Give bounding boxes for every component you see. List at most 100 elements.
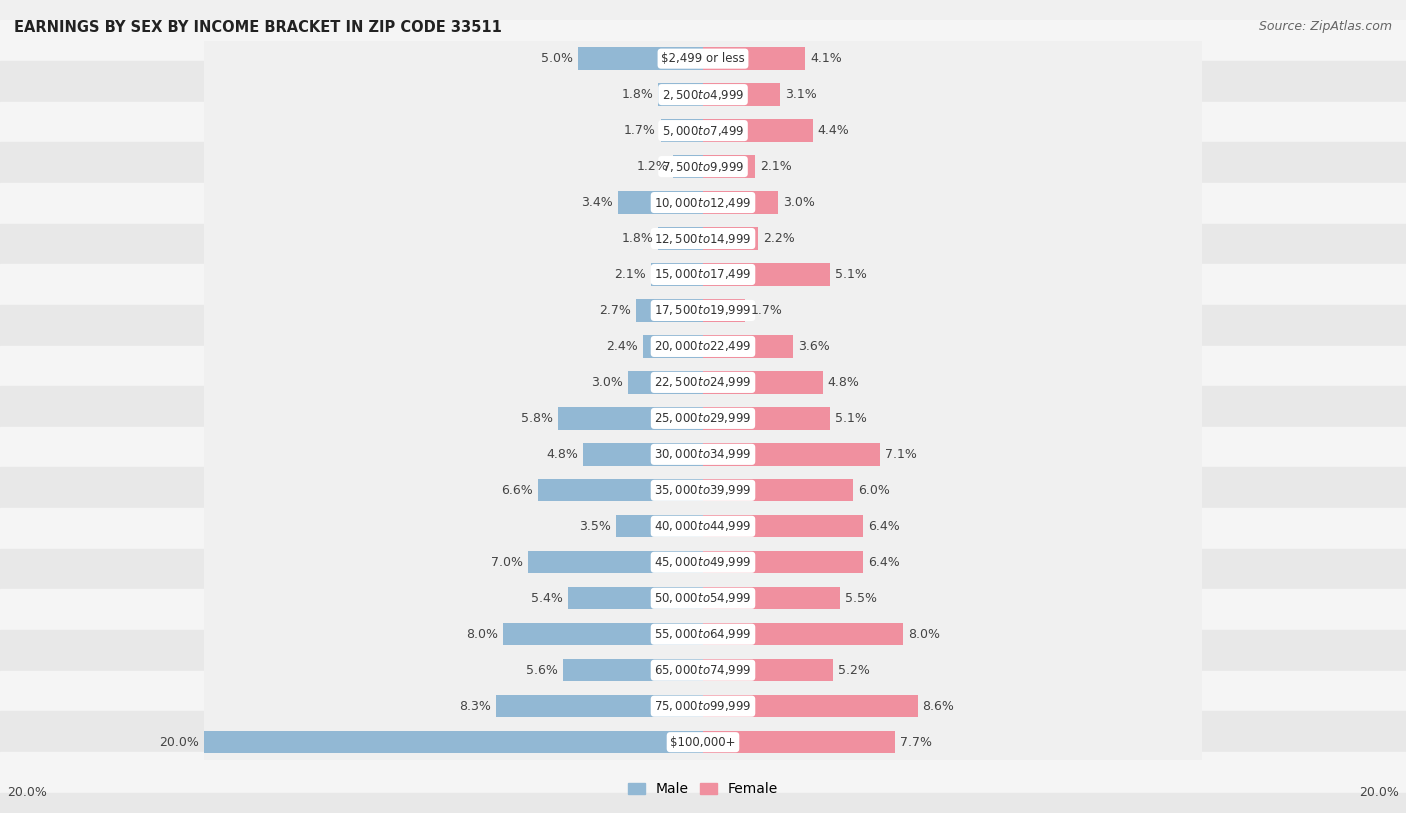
Text: $22,500 to $24,999: $22,500 to $24,999 <box>654 376 752 389</box>
Bar <box>564 659 703 681</box>
Bar <box>703 515 863 537</box>
Bar <box>703 695 918 717</box>
Text: $100,000+: $100,000+ <box>671 736 735 749</box>
Bar <box>703 372 823 393</box>
Bar <box>703 120 813 141</box>
Bar <box>703 731 896 754</box>
Bar <box>658 228 703 250</box>
Text: 1.7%: 1.7% <box>624 124 655 137</box>
Text: $55,000 to $64,999: $55,000 to $64,999 <box>654 628 752 641</box>
Text: $15,000 to $17,499: $15,000 to $17,499 <box>654 267 752 281</box>
Text: 3.0%: 3.0% <box>783 196 814 209</box>
Text: $75,000 to $99,999: $75,000 to $99,999 <box>654 699 752 713</box>
Text: 6.4%: 6.4% <box>868 520 900 533</box>
Bar <box>703 299 745 322</box>
Text: 3.0%: 3.0% <box>592 376 623 389</box>
Bar <box>661 120 703 141</box>
Text: 8.0%: 8.0% <box>908 628 939 641</box>
Text: 4.8%: 4.8% <box>547 448 578 461</box>
Text: 3.6%: 3.6% <box>797 340 830 353</box>
Text: 2.7%: 2.7% <box>599 304 631 317</box>
Text: 5.4%: 5.4% <box>531 592 564 605</box>
Text: $35,000 to $39,999: $35,000 to $39,999 <box>654 484 752 498</box>
Bar <box>703 191 778 214</box>
Bar <box>703 407 831 429</box>
Text: $7,500 to $9,999: $7,500 to $9,999 <box>662 159 744 173</box>
Text: 2.2%: 2.2% <box>763 232 794 245</box>
Bar <box>703 47 806 70</box>
Bar <box>558 407 703 429</box>
Bar <box>636 299 703 322</box>
Text: 5.2%: 5.2% <box>838 663 870 676</box>
Bar <box>628 372 703 393</box>
Text: 4.1%: 4.1% <box>810 52 842 65</box>
Text: $20,000 to $22,499: $20,000 to $22,499 <box>654 340 752 354</box>
Legend: Male, Female: Male, Female <box>623 777 783 802</box>
Text: $2,500 to $4,999: $2,500 to $4,999 <box>662 88 744 102</box>
Text: 1.2%: 1.2% <box>637 160 668 173</box>
Text: $65,000 to $74,999: $65,000 to $74,999 <box>654 663 752 677</box>
Bar <box>616 515 703 537</box>
Text: 5.1%: 5.1% <box>835 412 868 425</box>
Text: 7.1%: 7.1% <box>886 448 917 461</box>
Text: $45,000 to $49,999: $45,000 to $49,999 <box>654 555 752 569</box>
Text: 5.1%: 5.1% <box>835 268 868 281</box>
Text: $25,000 to $29,999: $25,000 to $29,999 <box>654 411 752 425</box>
Text: $12,500 to $14,999: $12,500 to $14,999 <box>654 232 752 246</box>
Text: 2.4%: 2.4% <box>606 340 638 353</box>
Bar <box>703 335 793 358</box>
Bar <box>619 191 703 214</box>
Bar <box>703 84 780 106</box>
Text: $10,000 to $12,499: $10,000 to $12,499 <box>654 196 752 210</box>
Text: 4.8%: 4.8% <box>828 376 859 389</box>
Bar <box>651 263 703 285</box>
Bar <box>673 155 703 178</box>
Text: 2.1%: 2.1% <box>761 160 792 173</box>
Bar <box>703 228 758 250</box>
Bar <box>658 84 703 106</box>
Bar <box>703 659 832 681</box>
Text: 5.8%: 5.8% <box>522 412 554 425</box>
Text: 5.6%: 5.6% <box>526 663 558 676</box>
Bar <box>529 551 703 573</box>
Text: $40,000 to $44,999: $40,000 to $44,999 <box>654 520 752 533</box>
Bar <box>703 551 863 573</box>
Bar <box>643 335 703 358</box>
Bar <box>703 443 880 466</box>
Bar <box>703 263 831 285</box>
Bar <box>583 443 703 466</box>
Text: 6.4%: 6.4% <box>868 556 900 569</box>
Text: 20.0%: 20.0% <box>7 786 46 799</box>
Text: $2,499 or less: $2,499 or less <box>661 52 745 65</box>
Bar <box>703 479 852 502</box>
Bar <box>496 695 703 717</box>
Text: 8.3%: 8.3% <box>458 700 491 713</box>
Text: 4.4%: 4.4% <box>818 124 849 137</box>
Text: $17,500 to $19,999: $17,500 to $19,999 <box>654 303 752 317</box>
Text: Source: ZipAtlas.com: Source: ZipAtlas.com <box>1258 20 1392 33</box>
Text: 1.8%: 1.8% <box>621 232 652 245</box>
Text: 1.7%: 1.7% <box>751 304 782 317</box>
Bar <box>578 47 703 70</box>
Bar <box>503 623 703 646</box>
Text: 2.1%: 2.1% <box>614 268 645 281</box>
Text: 3.4%: 3.4% <box>582 196 613 209</box>
Bar <box>204 731 703 754</box>
Text: 20.0%: 20.0% <box>159 736 198 749</box>
Text: 8.0%: 8.0% <box>467 628 498 641</box>
Text: 6.0%: 6.0% <box>858 484 890 497</box>
Bar <box>703 155 755 178</box>
Bar <box>703 623 903 646</box>
Text: 3.5%: 3.5% <box>579 520 610 533</box>
Text: 3.1%: 3.1% <box>786 88 817 101</box>
Text: 7.7%: 7.7% <box>900 736 932 749</box>
Text: EARNINGS BY SEX BY INCOME BRACKET IN ZIP CODE 33511: EARNINGS BY SEX BY INCOME BRACKET IN ZIP… <box>14 20 502 35</box>
Text: 7.0%: 7.0% <box>491 556 523 569</box>
Bar <box>538 479 703 502</box>
Text: $30,000 to $34,999: $30,000 to $34,999 <box>654 447 752 461</box>
Bar <box>703 587 841 610</box>
Text: 5.0%: 5.0% <box>541 52 574 65</box>
Bar <box>568 587 703 610</box>
Text: 1.8%: 1.8% <box>621 88 652 101</box>
Text: 8.6%: 8.6% <box>922 700 955 713</box>
